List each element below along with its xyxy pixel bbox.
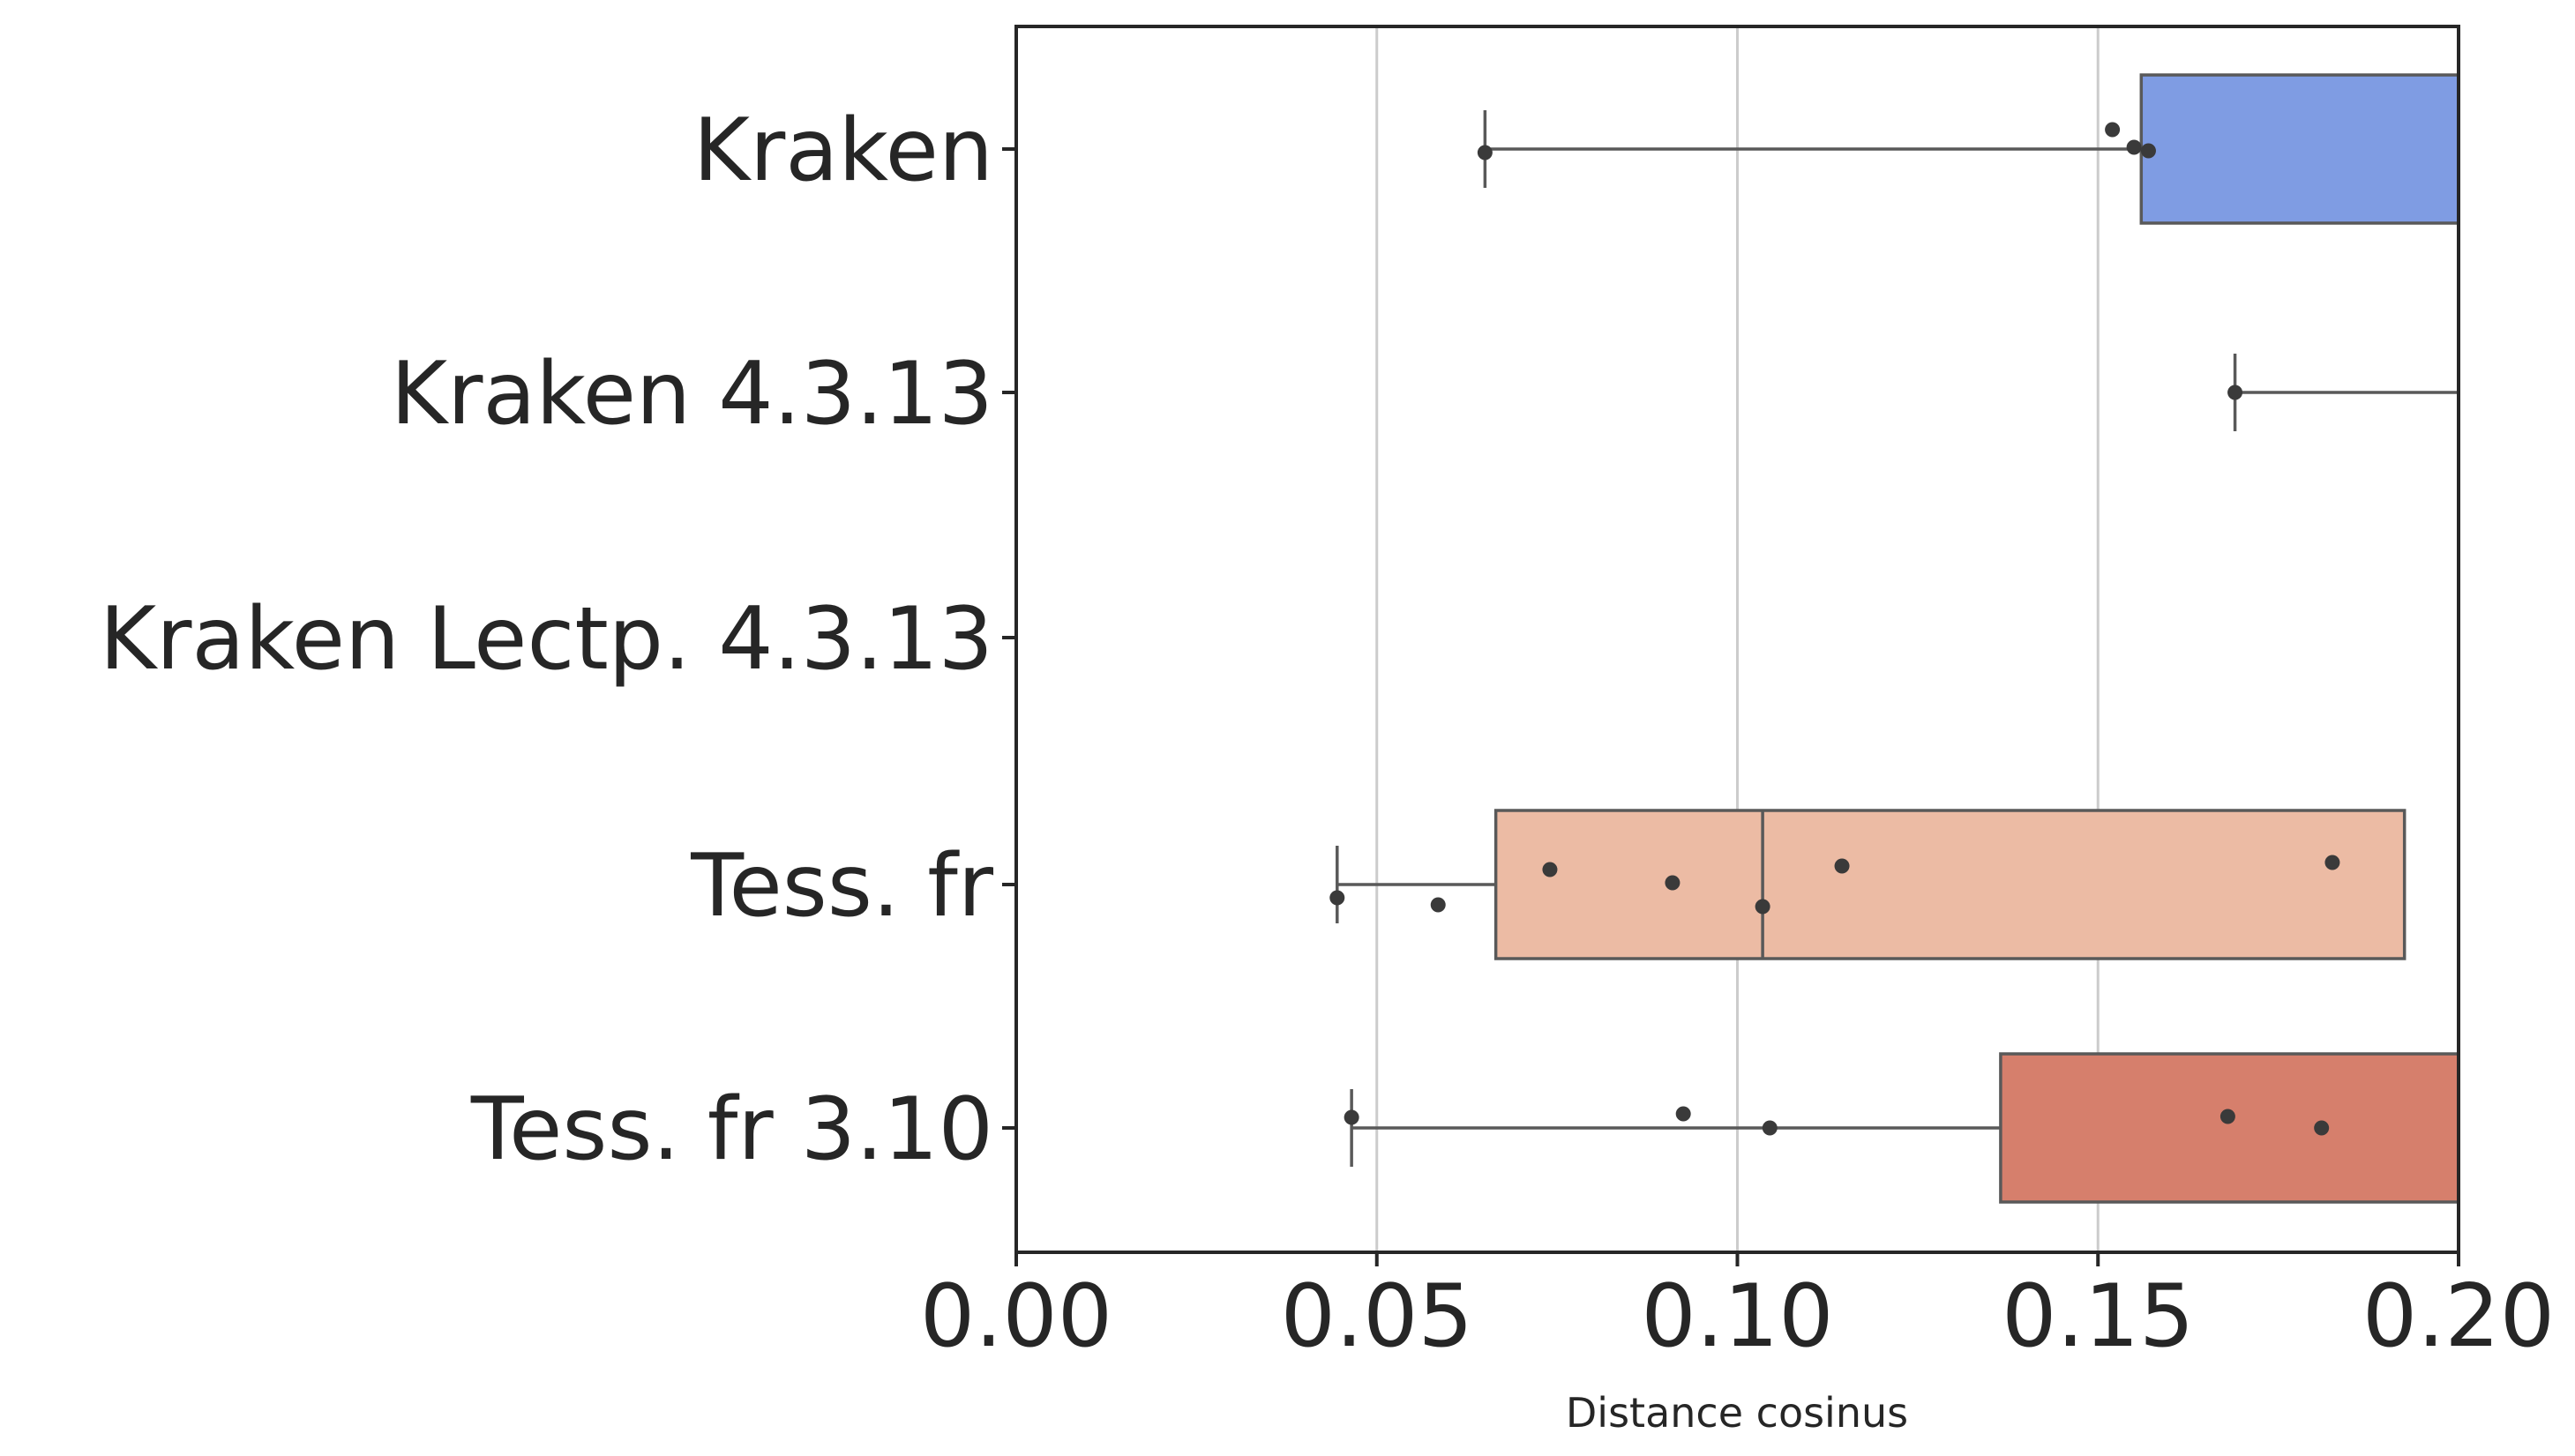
grid-lines	[1375, 26, 2100, 1252]
x-tick-label: 0.15	[2002, 1266, 2194, 1367]
y-tick-label: Kraken Lectp. 4.3.13	[100, 589, 993, 690]
data-point	[1329, 890, 1345, 906]
data-point	[2140, 143, 2156, 159]
x-axis-title: Distance cosinus	[1566, 1389, 1908, 1437]
y-tick-label: Tess. fr	[690, 836, 993, 937]
y-tick-label: Tess. fr 3.10	[470, 1079, 993, 1180]
box	[1999, 1052, 2459, 1204]
x-tick-label: 0.20	[2362, 1266, 2555, 1367]
data-point	[1344, 1109, 1359, 1125]
box-marks	[1329, 73, 2459, 1204]
data-point	[1834, 858, 1850, 874]
y-tick-label: Kraken 4.3.13	[391, 344, 993, 444]
data-point	[2324, 855, 2340, 870]
x-tick-label: 0.00	[920, 1266, 1112, 1367]
x-axis: 0.00 0.05 0.10 0.15 0.20	[920, 1252, 2555, 1367]
data-point	[2227, 385, 2243, 400]
data-point	[1665, 875, 1680, 891]
data-point	[2126, 139, 2142, 155]
data-point	[1755, 899, 1770, 915]
data-point	[1675, 1106, 1691, 1122]
y-tick-label: Kraken	[693, 101, 993, 201]
x-tick-label: 0.05	[1281, 1266, 1473, 1367]
box	[2139, 73, 2459, 225]
y-axis: Kraken Kraken 4.3.13 Kraken Lectp. 4.3.13 T…	[100, 101, 1016, 1180]
data-point	[2219, 1109, 2235, 1124]
data-point	[1430, 897, 1446, 913]
box	[1493, 809, 2407, 960]
data-point	[2105, 122, 2121, 138]
data-point	[2314, 1120, 2330, 1136]
data-point	[1542, 862, 1558, 877]
x-tick-label: 0.10	[1641, 1266, 1833, 1367]
data-point	[1762, 1120, 1778, 1136]
data-point	[1477, 145, 1493, 161]
